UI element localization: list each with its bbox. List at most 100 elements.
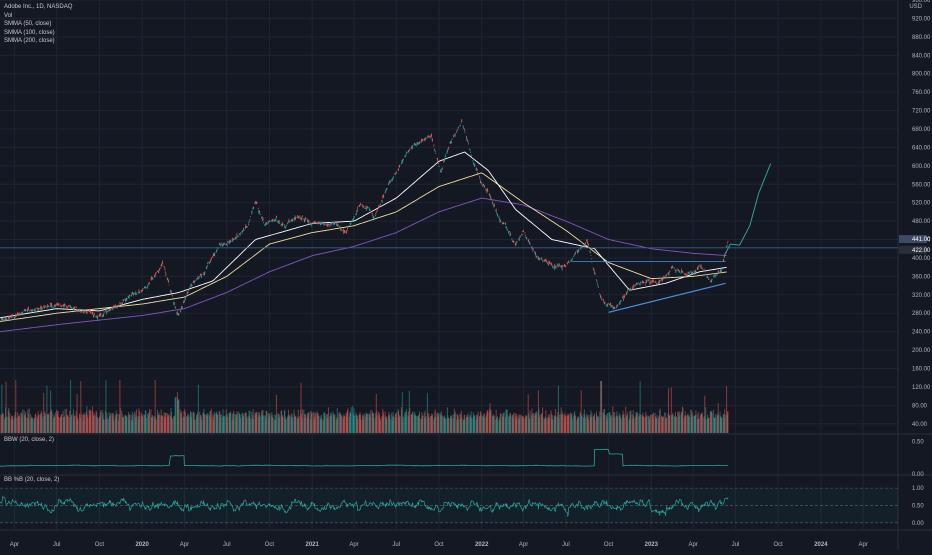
candle-body bbox=[721, 268, 722, 269]
candle-body bbox=[110, 310, 111, 311]
candle-body bbox=[321, 223, 322, 224]
volume-bar bbox=[3, 414, 4, 433]
candle-body bbox=[186, 296, 187, 297]
volume-bar bbox=[0, 414, 1, 433]
candle-body bbox=[130, 295, 131, 296]
bb-pct-b-pane-title[interactable]: BB %B (20, close, 2) bbox=[4, 477, 59, 483]
candle-body bbox=[463, 126, 464, 127]
candle-body bbox=[194, 281, 195, 282]
candle-body bbox=[562, 266, 563, 267]
candle-body bbox=[330, 222, 331, 223]
volume-bar bbox=[230, 413, 231, 433]
volume-bar bbox=[504, 412, 505, 433]
candle-body bbox=[543, 261, 544, 262]
candle-body bbox=[525, 235, 526, 236]
volume-bar bbox=[191, 413, 192, 433]
volume-bar bbox=[152, 416, 153, 433]
volume-bar bbox=[240, 418, 241, 433]
candle-body bbox=[149, 283, 150, 284]
volume-bar bbox=[364, 414, 365, 433]
candle-body bbox=[445, 156, 446, 157]
candle-body bbox=[483, 184, 484, 185]
candle-body bbox=[559, 265, 560, 266]
candle-body bbox=[323, 223, 324, 224]
candle-body bbox=[292, 221, 293, 222]
bbw-pane-title[interactable]: BBW (20, close, 2) bbox=[4, 437, 54, 443]
candle-body bbox=[156, 272, 157, 273]
candle-body bbox=[649, 279, 650, 281]
candle-body bbox=[340, 227, 341, 228]
candle-body bbox=[175, 307, 176, 308]
candle-body bbox=[383, 196, 384, 197]
volume-bar bbox=[390, 419, 391, 433]
volume-bar bbox=[321, 419, 322, 433]
candle-body bbox=[472, 161, 473, 162]
legend-smma-100[interactable]: SMMA (100, close) bbox=[4, 29, 72, 38]
volume-bar bbox=[351, 407, 352, 433]
legend-smma-200[interactable]: SMMA (200, close) bbox=[4, 37, 72, 46]
candle-body bbox=[630, 289, 631, 290]
candle-body bbox=[409, 149, 410, 150]
volume-bar bbox=[585, 418, 586, 433]
candle-body bbox=[107, 311, 108, 312]
candle-body bbox=[325, 224, 326, 225]
candle-body bbox=[103, 314, 104, 316]
candle-body bbox=[307, 219, 308, 220]
volume-bar bbox=[110, 413, 111, 433]
candle-body bbox=[28, 307, 29, 309]
time-axis-tick-label: 2023 bbox=[645, 542, 659, 548]
candle-body bbox=[536, 256, 537, 257]
candle-body bbox=[509, 231, 510, 232]
volume-bar bbox=[45, 413, 46, 433]
candle-body bbox=[597, 282, 598, 283]
candle-body bbox=[685, 274, 686, 275]
candle-body bbox=[432, 139, 433, 140]
volume-bar bbox=[243, 413, 244, 433]
candle-body bbox=[705, 272, 706, 273]
candle-body bbox=[318, 222, 319, 224]
volume-bar bbox=[650, 415, 651, 433]
candle-body bbox=[328, 226, 329, 227]
candle-body bbox=[230, 241, 231, 242]
candle-body bbox=[37, 308, 38, 309]
volume-bar bbox=[312, 413, 313, 433]
price-axis-tick-label: 920.00 bbox=[912, 16, 931, 22]
candle-body bbox=[159, 268, 160, 270]
candle-body bbox=[669, 270, 670, 271]
volume-bar bbox=[276, 395, 277, 433]
candle-body bbox=[535, 254, 536, 255]
candle-body bbox=[452, 139, 453, 140]
volume-bar bbox=[673, 415, 674, 433]
volume-bar bbox=[708, 417, 709, 433]
candle-body bbox=[457, 130, 458, 131]
candle-body bbox=[705, 274, 706, 275]
candle-body bbox=[269, 221, 270, 222]
volume-bar bbox=[452, 415, 453, 433]
symbol-title[interactable]: Adobe Inc., 1D, NASDAQ bbox=[4, 3, 72, 12]
volume-bar bbox=[494, 416, 495, 433]
candle-body bbox=[552, 266, 553, 267]
legend-smma-50[interactable]: SMMA (50, close) bbox=[4, 20, 72, 29]
candle-body bbox=[468, 143, 469, 144]
legend-volume[interactable]: Vol bbox=[4, 12, 72, 21]
candle-body bbox=[221, 244, 222, 245]
candle-body bbox=[152, 279, 153, 280]
candle-body bbox=[623, 296, 624, 297]
volume-bar bbox=[614, 412, 615, 433]
volume-bar bbox=[214, 414, 215, 433]
volume-bar bbox=[676, 417, 677, 433]
volume-bar bbox=[491, 410, 492, 433]
bbw-axis-tick-label: 0.00 bbox=[912, 472, 924, 478]
candle-body bbox=[113, 306, 114, 307]
candle-body bbox=[392, 179, 393, 180]
volume-bar bbox=[104, 420, 105, 433]
candle-body bbox=[227, 244, 228, 245]
volume-bar bbox=[334, 414, 335, 433]
volume-bar bbox=[500, 413, 501, 433]
volume-bar bbox=[721, 417, 722, 433]
candle-body bbox=[365, 208, 366, 209]
candle-body bbox=[232, 241, 233, 242]
candle-body bbox=[344, 231, 345, 232]
